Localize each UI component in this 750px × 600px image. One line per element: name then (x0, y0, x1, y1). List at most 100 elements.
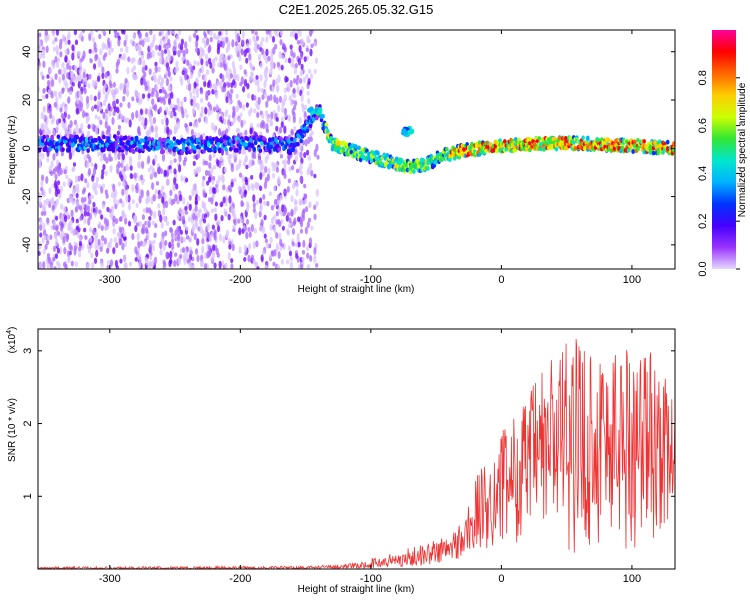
noise-speck (147, 155, 151, 164)
noise-speck (49, 67, 53, 74)
noise-speck (83, 154, 87, 162)
noise-speck (162, 215, 166, 221)
noise-speck (175, 60, 179, 68)
noise-speck (202, 218, 207, 224)
noise-speck (310, 43, 314, 48)
noise-speck (242, 120, 247, 125)
noise-speck (52, 39, 56, 45)
noise-speck (92, 228, 96, 236)
noise-speck (56, 247, 60, 254)
noise-speck (192, 160, 196, 167)
noise-speck (283, 87, 288, 94)
noise-speck (122, 87, 127, 95)
noise-speck (264, 238, 268, 243)
noise-speck (266, 114, 270, 123)
noise-speck (101, 42, 105, 51)
noise-speck (241, 228, 245, 234)
noise-speck (247, 227, 251, 232)
ridge-cell (672, 141, 675, 146)
noise-speck (169, 103, 173, 110)
noise-speck (161, 196, 165, 204)
noise-speck (137, 152, 142, 161)
noise-speck (74, 175, 79, 184)
noise-speck (83, 217, 87, 224)
noise-speck (258, 210, 262, 218)
ridge-cell (252, 146, 256, 152)
noise-speck (98, 221, 102, 229)
noise-speck (200, 106, 204, 112)
noise-speck (124, 184, 128, 191)
noise-speck (155, 90, 159, 99)
noise-speck (137, 241, 141, 248)
x-tick-label: -100 (360, 274, 382, 286)
noise-speck (315, 188, 319, 197)
noise-speck (174, 68, 178, 74)
noise-speck (72, 75, 76, 83)
noise-speck (177, 105, 181, 113)
noise-speck (150, 172, 154, 179)
noise-speck (259, 74, 263, 82)
noise-speck (104, 108, 109, 114)
noise-speck (53, 101, 57, 108)
noise-speck (306, 246, 310, 252)
ridge-cell (54, 148, 59, 153)
noise-speck (151, 98, 155, 106)
noise-speck (281, 225, 285, 231)
noise-speck (287, 158, 291, 165)
noise-speck (172, 183, 176, 192)
noise-speck (123, 39, 127, 47)
noise-speck (259, 131, 263, 136)
noise-speck (290, 49, 294, 57)
noise-speck (298, 117, 302, 125)
noise-speck (224, 212, 228, 217)
noise-speck (227, 82, 231, 88)
noise-speck (197, 209, 201, 219)
noise-speck (309, 73, 314, 80)
noise-speck (136, 232, 140, 241)
noise-speck (284, 189, 288, 195)
noise-speck (82, 110, 86, 119)
noise-speck (232, 224, 236, 230)
noise-speck (39, 232, 43, 238)
noise-speck (98, 104, 103, 112)
noise-speck (239, 112, 243, 118)
noise-speck (64, 263, 68, 269)
noise-speck (84, 112, 88, 117)
noise-speck (274, 198, 278, 205)
ridge-cell (125, 146, 130, 152)
noise-speck (55, 50, 60, 56)
noise-speck (148, 243, 153, 252)
noise-speck (84, 204, 88, 212)
ridge-cell (528, 140, 532, 146)
noise-speck (289, 79, 293, 88)
noise-speck (194, 218, 198, 227)
noise-speck (269, 236, 273, 244)
noise-speck (140, 77, 144, 86)
noise-speck (39, 218, 43, 225)
noise-speck (294, 32, 298, 40)
noise-speck (255, 75, 259, 81)
noise-speck (146, 36, 150, 43)
noise-speck (250, 72, 254, 80)
noise-speck (235, 105, 239, 113)
noise-speck (48, 107, 52, 114)
noise-speck (301, 200, 305, 205)
noise-speck (94, 190, 98, 196)
noise-speck (151, 259, 155, 268)
noise-speck (296, 30, 300, 35)
noise-speck (222, 87, 227, 93)
noise-speck (102, 111, 106, 120)
noise-speck (211, 88, 215, 95)
noise-speck (71, 52, 75, 61)
noise-speck (188, 235, 192, 243)
noise-speck (248, 242, 252, 250)
noise-speck (268, 191, 272, 196)
noise-speck (188, 194, 192, 201)
ridge-cell (145, 140, 150, 145)
noise-speck (49, 113, 53, 119)
noise-speck (75, 107, 79, 115)
noise-speck (105, 45, 109, 51)
noise-speck (108, 111, 112, 117)
noise-speck (158, 96, 162, 102)
noise-speck (104, 96, 108, 102)
